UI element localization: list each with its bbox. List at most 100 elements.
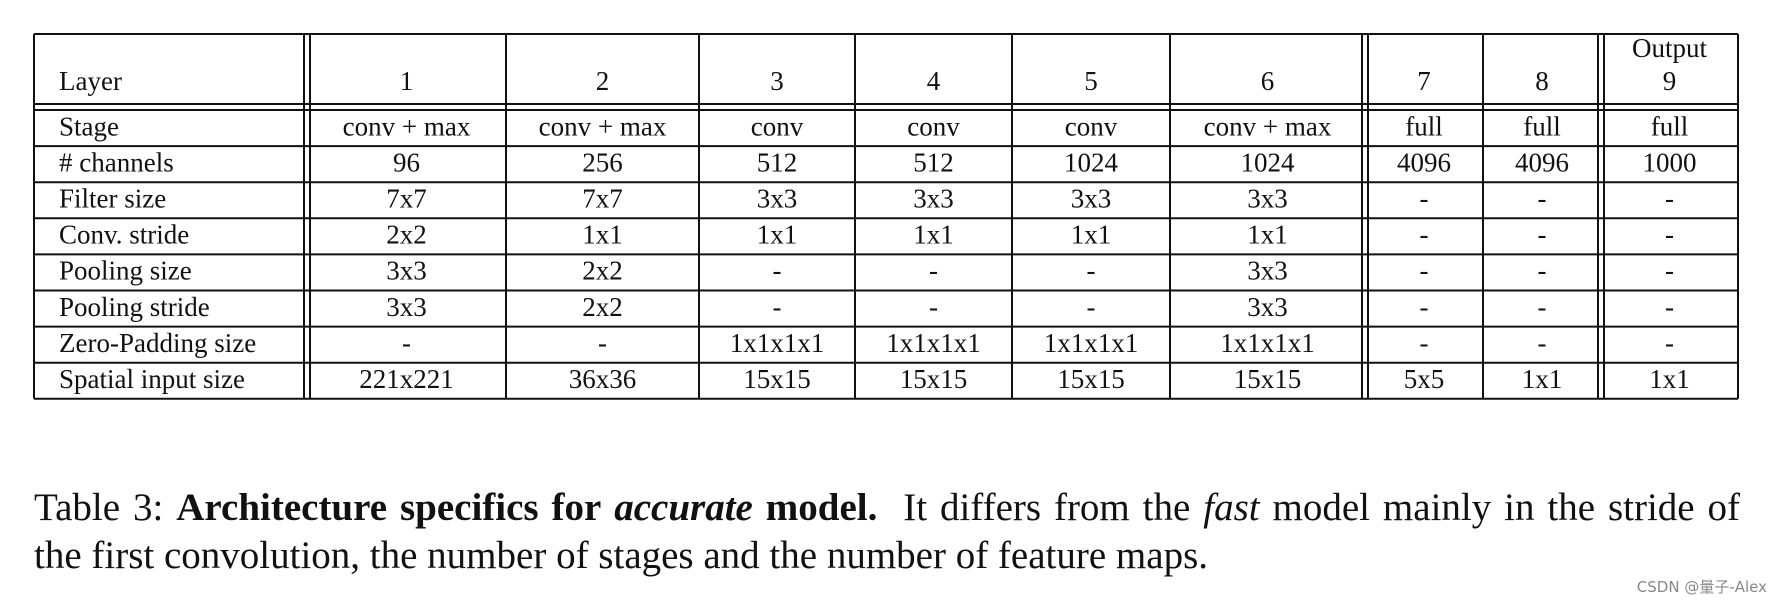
table-cell: - <box>1087 292 1096 322</box>
table-cell: 15x15 <box>1057 364 1125 394</box>
table-cell: - <box>773 292 782 322</box>
table-cell: 7x7 <box>582 183 623 213</box>
table-cell: 96 <box>393 147 420 177</box>
table-cell: - <box>1538 183 1547 213</box>
table-cell: 221x221 <box>359 364 454 394</box>
table-cell: conv <box>751 111 804 141</box>
header-cell: 7 <box>1417 66 1431 96</box>
table-cell: - <box>1665 256 1674 286</box>
table-cell: 36x36 <box>569 364 637 394</box>
table-cell: 7x7 <box>386 183 427 213</box>
table-cell: 1x1 <box>582 220 623 250</box>
table-cell: - <box>1665 220 1674 250</box>
table-cell: - <box>1538 292 1547 322</box>
header-cell: 9 <box>1663 66 1677 96</box>
caption: Table 3: Architecture specifics for accu… <box>34 484 1740 580</box>
watermark: CSDN @量子-Alex <box>1636 578 1767 596</box>
caption-text: model mainly in the stride of the first … <box>34 486 1741 577</box>
table-cell: 15x15 <box>743 364 811 394</box>
table-cell: 3x3 <box>913 183 954 213</box>
table-cell: 1x1 <box>757 220 798 250</box>
caption-label: Table 3: <box>34 486 164 529</box>
table-cell: - <box>929 292 938 322</box>
row-label: Spatial input size <box>59 364 245 394</box>
table-cell: 5x5 <box>1404 364 1445 394</box>
table-cell: full <box>1405 111 1443 141</box>
table-cell: 2x2 <box>582 292 623 322</box>
row-label: Pooling size <box>59 256 192 286</box>
table-cell: - <box>1087 256 1096 286</box>
header-cell: 8 <box>1535 66 1549 96</box>
table-cell: conv <box>907 111 960 141</box>
table-cell: 1x1 <box>1649 364 1690 394</box>
table-cell: - <box>1420 328 1429 358</box>
table-cell: 1x1x1x1 <box>730 328 825 358</box>
table-cell: 256 <box>582 147 623 177</box>
row-label: Pooling stride <box>59 292 210 322</box>
table-cell: 3x3 <box>1247 292 1288 322</box>
table-cell: 15x15 <box>900 364 968 394</box>
table-cell: - <box>1538 328 1547 358</box>
row-label: Filter size <box>59 183 166 213</box>
table-cell: 3x3 <box>1071 183 1112 213</box>
caption-italic: accurate <box>614 486 753 529</box>
table-cell: - <box>1665 183 1674 213</box>
header-cell: 2 <box>596 66 610 96</box>
caption-bold: Architecture specifics for <box>176 486 602 529</box>
header-cell: 6 <box>1261 66 1275 96</box>
header-cell: 5 <box>1084 66 1098 96</box>
table-cell: - <box>1420 292 1429 322</box>
table-cell: 1x1x1x1 <box>1044 328 1139 358</box>
header-cell: Layer <box>59 66 122 96</box>
table-cell: full <box>1651 111 1689 141</box>
table-cell: 15x15 <box>1234 364 1302 394</box>
table-cell: 3x3 <box>386 292 427 322</box>
table-cell: 1x1x1x1 <box>1220 328 1315 358</box>
header-cell: 1 <box>400 66 414 96</box>
table-cell: 512 <box>757 147 798 177</box>
caption-italic: fast <box>1203 486 1260 529</box>
table-cell: conv + max <box>343 111 471 141</box>
table-cell: 2x2 <box>582 256 623 286</box>
row-label: Stage <box>59 111 119 141</box>
caption-text: It differs from the <box>903 486 1191 529</box>
table-cell: - <box>1538 256 1547 286</box>
header-cell: 4 <box>927 66 941 96</box>
table-cell: - <box>1420 183 1429 213</box>
header-cell: 3 <box>770 66 784 96</box>
table-cell: 3x3 <box>1247 256 1288 286</box>
row-label: Zero-Padding size <box>59 328 256 358</box>
table-cell: 4096 <box>1515 147 1569 177</box>
header-cell: Output <box>1632 33 1708 63</box>
table-cell: - <box>1420 256 1429 286</box>
table-cell: conv + max <box>1204 111 1332 141</box>
caption-bold: model. <box>765 486 878 529</box>
table-cell: - <box>1665 292 1674 322</box>
table-cell: 1x1x1x1 <box>886 328 981 358</box>
table-cell: 1024 <box>1064 147 1119 177</box>
table-cell: 3x3 <box>757 183 798 213</box>
row-label: # channels <box>59 147 174 177</box>
table-cell: 1x1 <box>1247 220 1288 250</box>
table-cell: - <box>929 256 938 286</box>
table-cell: - <box>598 328 607 358</box>
table-cell: - <box>1420 220 1429 250</box>
table-cell: 1024 <box>1241 147 1296 177</box>
table-cell: 512 <box>913 147 954 177</box>
table-cell: - <box>402 328 411 358</box>
table-cell: - <box>773 256 782 286</box>
table-cell: - <box>1538 220 1547 250</box>
table-cell: 1x1 <box>1071 220 1112 250</box>
table-cell: 3x3 <box>1247 183 1288 213</box>
table-cell: conv + max <box>539 111 667 141</box>
table-cell: full <box>1523 111 1561 141</box>
table-cell: - <box>1665 328 1674 358</box>
table-cell: 1x1 <box>913 220 954 250</box>
table-cell: 2x2 <box>386 220 427 250</box>
table-cell: 4096 <box>1397 147 1451 177</box>
table-cell: conv <box>1065 111 1118 141</box>
table-cell: 3x3 <box>386 256 427 286</box>
row-label: Conv. stride <box>59 220 189 250</box>
